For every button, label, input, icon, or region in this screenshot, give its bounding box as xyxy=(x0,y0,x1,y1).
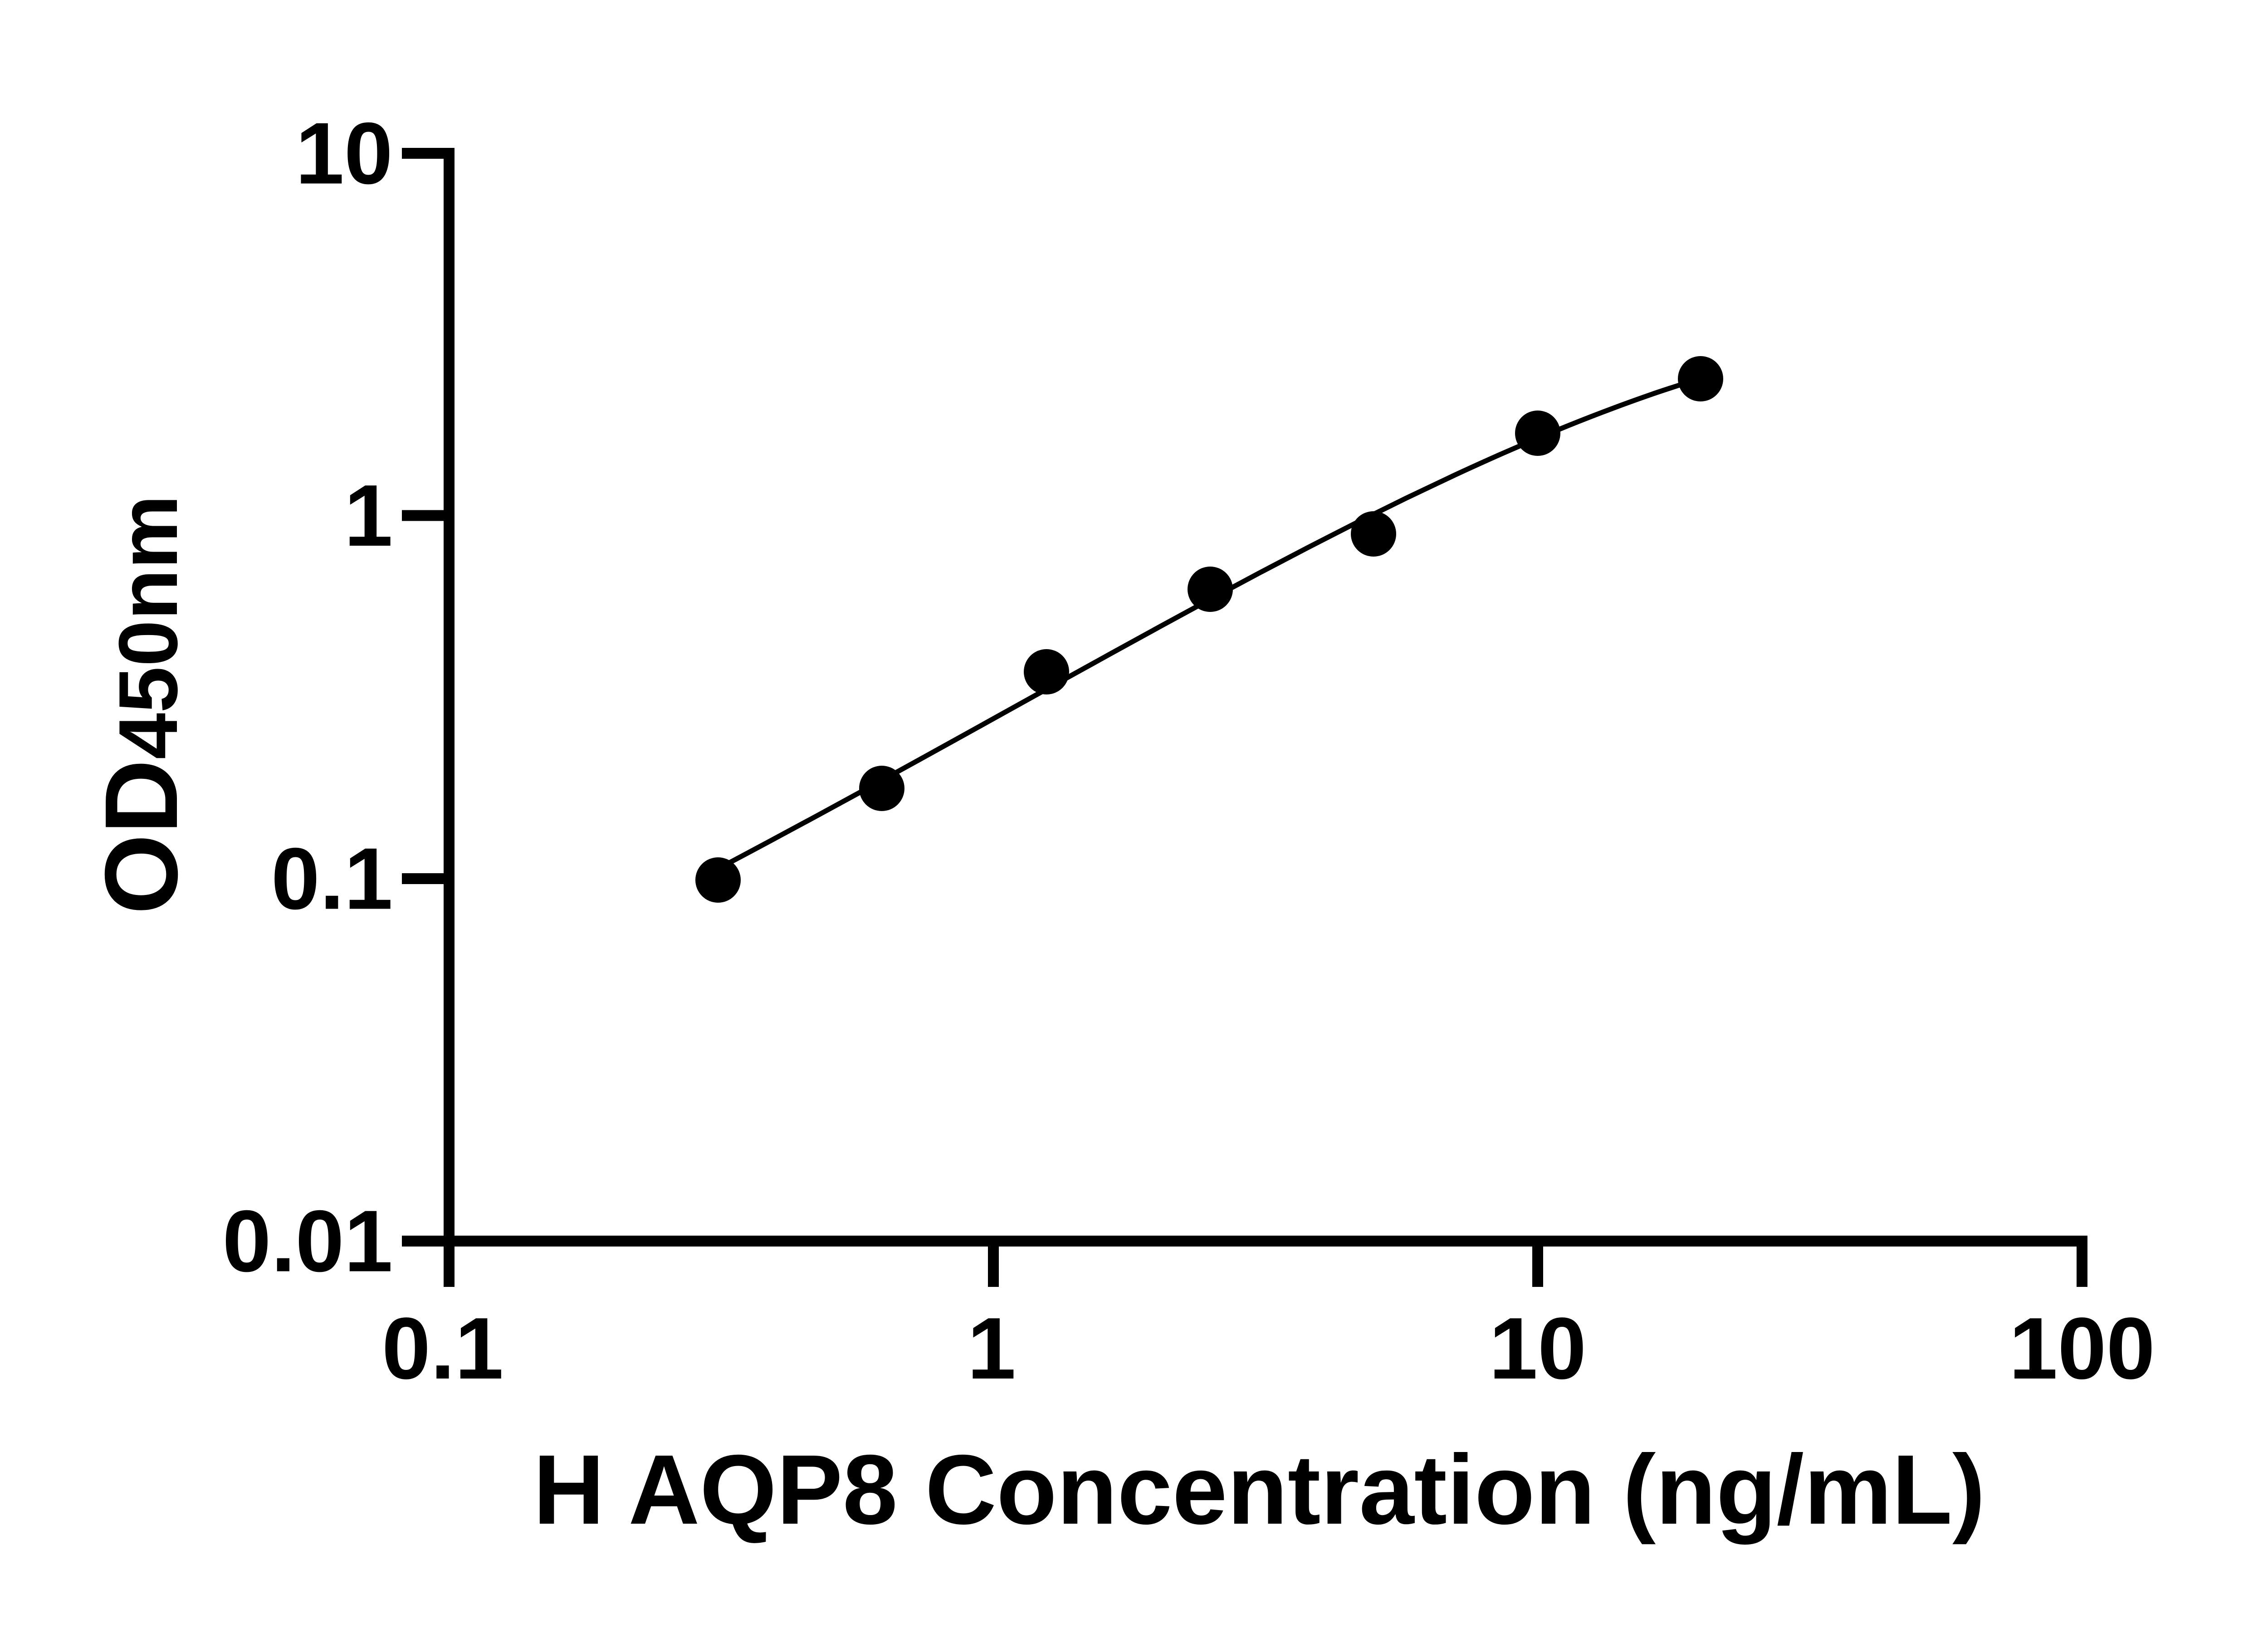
svg-text:OD450nm: OD450nm xyxy=(84,495,199,914)
svg-text:H AQP8 Concentration (ng/mL): H AQP8 Concentration (ng/mL) xyxy=(533,1435,1985,1545)
svg-text:100: 100 xyxy=(2009,1299,2155,1397)
svg-text:1: 1 xyxy=(967,1299,1016,1397)
svg-text:0.01: 0.01 xyxy=(222,1192,393,1290)
svg-text:10: 10 xyxy=(295,104,393,202)
svg-text:0.1: 0.1 xyxy=(382,1299,503,1397)
svg-text:0.1: 0.1 xyxy=(271,830,393,928)
svg-text:1: 1 xyxy=(344,466,393,564)
svg-text:10: 10 xyxy=(1489,1299,1587,1397)
